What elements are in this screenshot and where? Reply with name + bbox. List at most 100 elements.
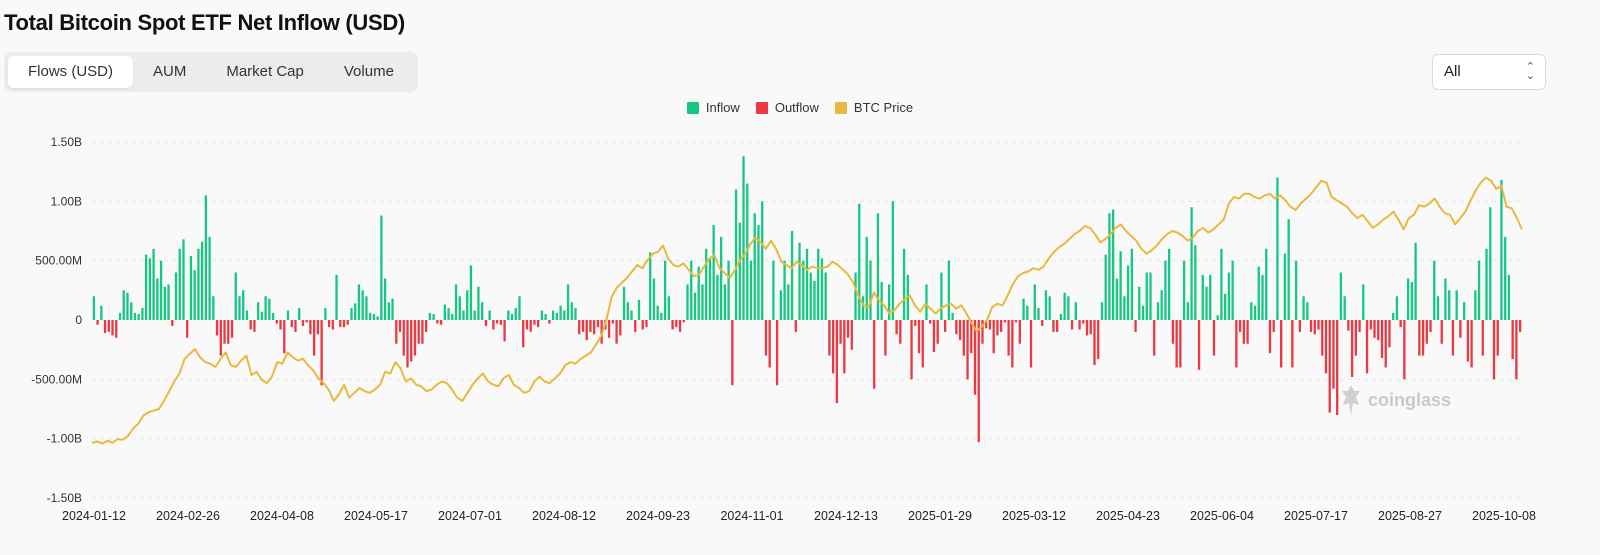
outflow-bar[interactable]: [846, 320, 850, 338]
inflow-bar[interactable]: [902, 248, 906, 320]
inflow-bar[interactable]: [630, 310, 633, 320]
inflow-bar[interactable]: [802, 260, 805, 320]
outflow-bar[interactable]: [1011, 320, 1014, 368]
inflow-bar[interactable]: [148, 258, 152, 320]
outflow-bar[interactable]: [1093, 320, 1096, 366]
outflow-bar[interactable]: [1007, 320, 1010, 356]
inflow-bar[interactable]: [156, 278, 159, 320]
outflow-bar[interactable]: [1481, 320, 1484, 356]
inflow-bar[interactable]: [1126, 265, 1130, 320]
outflow-bar[interactable]: [1347, 320, 1350, 331]
inflow-bar[interactable]: [712, 225, 715, 320]
outflow-bar[interactable]: [230, 320, 234, 338]
outflow-bar[interactable]: [645, 320, 648, 328]
inflow-bar[interactable]: [443, 304, 446, 320]
outflow-bar[interactable]: [581, 320, 585, 332]
outflow-bar[interactable]: [1298, 320, 1301, 332]
inflow-bar[interactable]: [817, 248, 820, 320]
outflow-bar[interactable]: [1317, 320, 1320, 330]
inflow-bar[interactable]: [391, 298, 394, 320]
outflow-bar[interactable]: [1466, 320, 1470, 362]
outflow-bar[interactable]: [249, 320, 252, 330]
inflow-bar[interactable]: [1164, 260, 1167, 320]
inflow-bar[interactable]: [100, 305, 103, 320]
inflow-bar[interactable]: [354, 303, 357, 320]
inflow-bar[interactable]: [757, 225, 760, 320]
outflow-bar[interactable]: [929, 320, 932, 324]
inflow-bar[interactable]: [212, 296, 215, 320]
inflow-bar[interactable]: [133, 312, 137, 320]
inflow-bar[interactable]: [380, 215, 383, 320]
inflow-bar[interactable]: [1108, 213, 1111, 320]
inflow-bar[interactable]: [559, 305, 562, 320]
outflow-bar[interactable]: [1280, 320, 1283, 368]
inflow-bar[interactable]: [701, 284, 704, 320]
outflow-bar[interactable]: [283, 320, 286, 354]
inflow-bar[interactable]: [458, 296, 461, 320]
outflow-bar[interactable]: [313, 320, 316, 356]
inflow-bar[interactable]: [649, 252, 652, 320]
outflow-bar[interactable]: [1451, 320, 1455, 356]
inflow-bar[interactable]: [716, 274, 719, 320]
inflow-bar[interactable]: [245, 310, 249, 320]
outflow-bar[interactable]: [327, 320, 331, 328]
inflow-bar[interactable]: [1261, 274, 1264, 320]
inflow-bar[interactable]: [130, 302, 133, 320]
outflow-bar[interactable]: [1354, 320, 1357, 356]
inflow-bar[interactable]: [451, 314, 454, 320]
outflow-bar[interactable]: [764, 320, 768, 356]
outflow-bar[interactable]: [641, 320, 644, 330]
tab-aum[interactable]: AUM: [153, 63, 187, 80]
inflow-bar[interactable]: [798, 242, 801, 320]
outflow-bar[interactable]: [1268, 320, 1272, 354]
outflow-bar[interactable]: [346, 320, 349, 325]
outflow-bar[interactable]: [675, 320, 678, 328]
outflow-bar[interactable]: [406, 320, 409, 368]
outflow-bar[interactable]: [921, 320, 924, 368]
inflow-bar[interactable]: [1059, 314, 1063, 320]
inflow-bar[interactable]: [488, 310, 491, 320]
outflow-bar[interactable]: [1328, 320, 1331, 413]
inflow-bar[interactable]: [454, 284, 458, 320]
outflow-bar[interactable]: [342, 320, 346, 328]
outflow-bar[interactable]: [1014, 320, 1018, 323]
inflow-bar[interactable]: [432, 314, 435, 320]
outflow-bar[interactable]: [596, 320, 600, 328]
outflow-bar[interactable]: [671, 320, 674, 330]
inflow-bar[interactable]: [1145, 272, 1148, 320]
inflow-bar[interactable]: [697, 266, 700, 320]
inflow-bar[interactable]: [805, 248, 809, 320]
outflow-bar[interactable]: [828, 320, 831, 356]
inflow-bar[interactable]: [234, 272, 237, 320]
inflow-bar[interactable]: [865, 236, 868, 320]
outflow-bar[interactable]: [831, 320, 835, 374]
outflow-bar[interactable]: [1029, 320, 1033, 368]
outflow-bar[interactable]: [1134, 320, 1137, 332]
inflow-bar[interactable]: [690, 260, 693, 320]
outflow-bar[interactable]: [977, 320, 980, 443]
inflow-bar[interactable]: [1201, 274, 1204, 320]
inflow-bar[interactable]: [742, 156, 745, 320]
inflow-bar[interactable]: [357, 284, 361, 320]
inflow-bar[interactable]: [286, 310, 290, 320]
inflow-bar[interactable]: [854, 272, 857, 320]
inflow-bar[interactable]: [238, 296, 241, 320]
outflow-bar[interactable]: [970, 320, 973, 354]
outflow-bar[interactable]: [279, 320, 282, 330]
outflow-bar[interactable]: [529, 320, 532, 332]
inflow-bar[interactable]: [734, 189, 738, 320]
outflow-bar[interactable]: [103, 320, 107, 334]
outflow-bar[interactable]: [1272, 320, 1275, 332]
inflow-bar[interactable]: [1104, 254, 1107, 320]
inflow-bar[interactable]: [1302, 296, 1305, 320]
inflow-bar[interactable]: [242, 290, 245, 320]
outflow-bar[interactable]: [1399, 320, 1402, 328]
inflow-bar[interactable]: [1462, 302, 1466, 320]
outflow-bar[interactable]: [1052, 320, 1055, 332]
inflow-bar[interactable]: [1276, 177, 1279, 320]
outflow-bar[interactable]: [96, 320, 99, 325]
outflow-bar[interactable]: [682, 320, 685, 323]
outflow-bar[interactable]: [958, 320, 962, 341]
outflow-bar[interactable]: [219, 320, 222, 356]
inflow-bar[interactable]: [1026, 305, 1029, 320]
